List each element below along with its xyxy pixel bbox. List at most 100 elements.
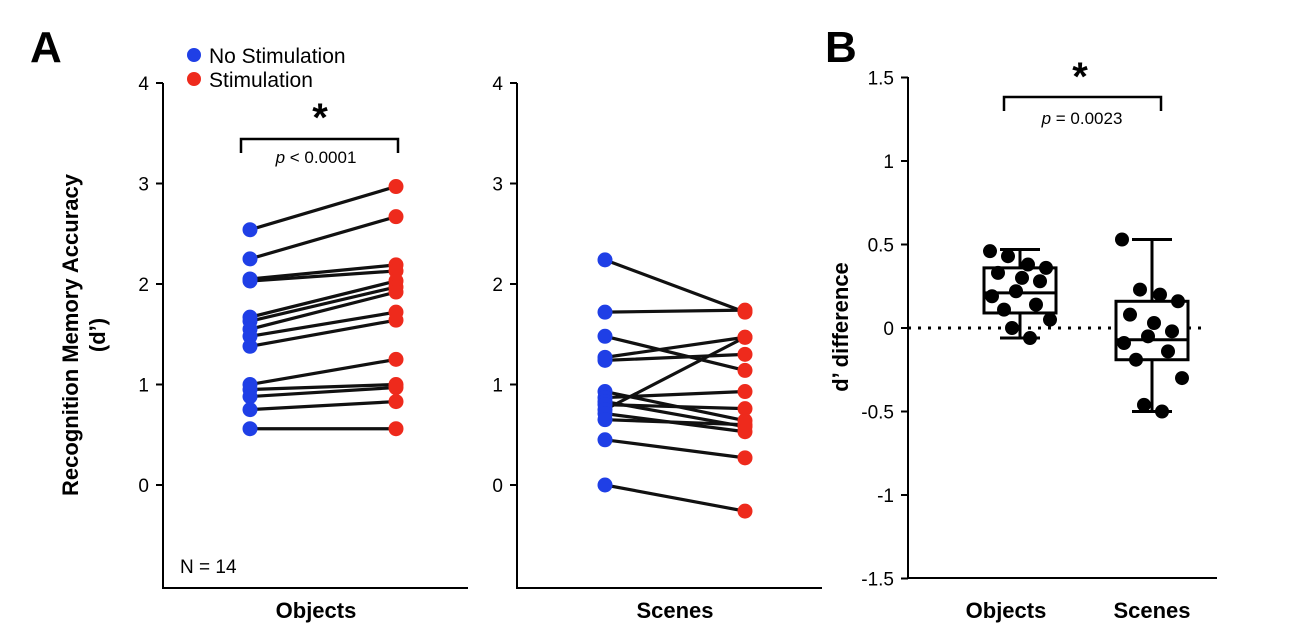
scenes-points [597, 252, 753, 519]
b-p-value: p = 0.0023 [1041, 109, 1123, 128]
box-scenes [1114, 232, 1190, 419]
stimulation-point [737, 302, 753, 318]
pair-line [248, 279, 398, 319]
y-tick-label: 2 [492, 275, 503, 296]
sample-size-annotation: N = 14 [180, 557, 237, 578]
pair-line [248, 215, 398, 261]
difference-point [1023, 331, 1037, 346]
stimulation-point [388, 421, 404, 437]
stimulation-point [388, 179, 404, 195]
b-y-axis-label: d’ difference [828, 262, 853, 392]
difference-box-plot: 1.5 1 0.5 0 -0.5 -1 -1.5 Objects Scenes d’ dif… [828, 55, 1217, 623]
stimulation-point [737, 329, 753, 345]
y-tick-label: 0 [138, 476, 149, 497]
objects-x-label: Objects [276, 598, 357, 623]
scenes-y-ticks: 0 1 2 3 4 [492, 74, 517, 497]
no-stimulation-point [597, 432, 613, 448]
objects-pair-lines [248, 184, 398, 431]
pair-line [603, 308, 747, 314]
box-objects [982, 244, 1058, 346]
pair-line [603, 335, 747, 359]
pair-line [603, 403, 747, 411]
y-tick-label: 1 [492, 376, 503, 397]
difference-point [997, 302, 1011, 317]
scenes-paired-plot: 0 1 2 3 4 Scenes [492, 74, 822, 623]
difference-point [1129, 352, 1143, 367]
pair-line [603, 334, 747, 373]
legend-marker-stimulation [187, 72, 201, 86]
difference-point [1155, 404, 1169, 419]
pair-line [248, 318, 398, 348]
difference-point [1039, 260, 1053, 275]
difference-point [1043, 312, 1057, 327]
no-stimulation-point [597, 477, 613, 493]
difference-point [991, 265, 1005, 280]
difference-point [1005, 321, 1019, 335]
no-stimulation-point [597, 252, 613, 268]
y-tick-label: 3 [138, 175, 149, 196]
stimulation-point [737, 417, 753, 433]
panel-label-b: B [825, 23, 857, 72]
difference-point [1015, 270, 1029, 285]
difference-point [1171, 294, 1185, 309]
y-tick-label: 1 [883, 152, 894, 173]
y-tick-label: -1 [877, 486, 894, 507]
pair-line [248, 184, 398, 232]
pair-line [603, 418, 747, 427]
stimulation-point [737, 503, 753, 519]
y-axis-label: Recognition Memory Accuracy [58, 173, 83, 496]
pair-line [248, 263, 398, 281]
stimulation-point [737, 450, 753, 466]
no-stimulation-point [597, 412, 613, 428]
difference-point [983, 244, 997, 259]
difference-point [1161, 344, 1175, 359]
y-tick-label: 0 [883, 319, 894, 340]
y-tick-label: 0 [492, 476, 503, 497]
y-tick-label: 4 [138, 74, 149, 95]
difference-point [1021, 257, 1035, 272]
no-stimulation-point [242, 389, 258, 405]
objects-y-ticks: 0 1 2 3 4 [138, 74, 163, 497]
pair-line [248, 290, 398, 331]
b-x-label-objects: Objects [966, 598, 1047, 623]
pair-line [248, 382, 398, 392]
objects-significance-bracket [239, 137, 400, 153]
stimulation-point [737, 384, 753, 400]
legend-label-no-stimulation: No Stimulation [209, 45, 346, 68]
b-significance-star: * [1072, 55, 1088, 99]
scenes-x-label: Scenes [636, 598, 713, 623]
b-boxes [982, 232, 1190, 419]
no-stimulation-point [242, 421, 258, 437]
pair-line [248, 310, 398, 338]
stimulation-point [388, 312, 404, 328]
stimulation-point [388, 380, 404, 396]
no-stimulation-point [242, 338, 258, 354]
difference-point [1141, 329, 1155, 344]
b-y-ticks: 1.5 1 0.5 0 -0.5 -1 -1.5 [861, 69, 908, 591]
y-tick-label: 0.5 [868, 236, 894, 257]
no-stimulation-point [597, 304, 613, 320]
scenes-pair-lines [603, 258, 747, 513]
objects-points [242, 179, 404, 437]
difference-point [1133, 282, 1147, 297]
legend-label-stimulation: Stimulation [209, 69, 313, 92]
legend-marker-no-stimulation [187, 48, 201, 62]
no-stimulation-point [242, 222, 258, 238]
stimulation-point [388, 351, 404, 367]
difference-point [985, 289, 999, 304]
difference-point [1001, 249, 1015, 264]
difference-point [1123, 307, 1137, 322]
pair-line [248, 399, 398, 412]
stimulation-point [388, 209, 404, 225]
no-stimulation-point [597, 328, 613, 344]
objects-significance-star: * [312, 96, 328, 140]
y-tick-label: -0.5 [861, 403, 894, 424]
difference-point [1175, 371, 1189, 386]
difference-point [1009, 284, 1023, 299]
difference-point [1147, 315, 1161, 330]
difference-point [1117, 336, 1131, 351]
no-stimulation-point [242, 251, 258, 267]
difference-point [1153, 287, 1167, 302]
no-stimulation-point [597, 352, 613, 368]
